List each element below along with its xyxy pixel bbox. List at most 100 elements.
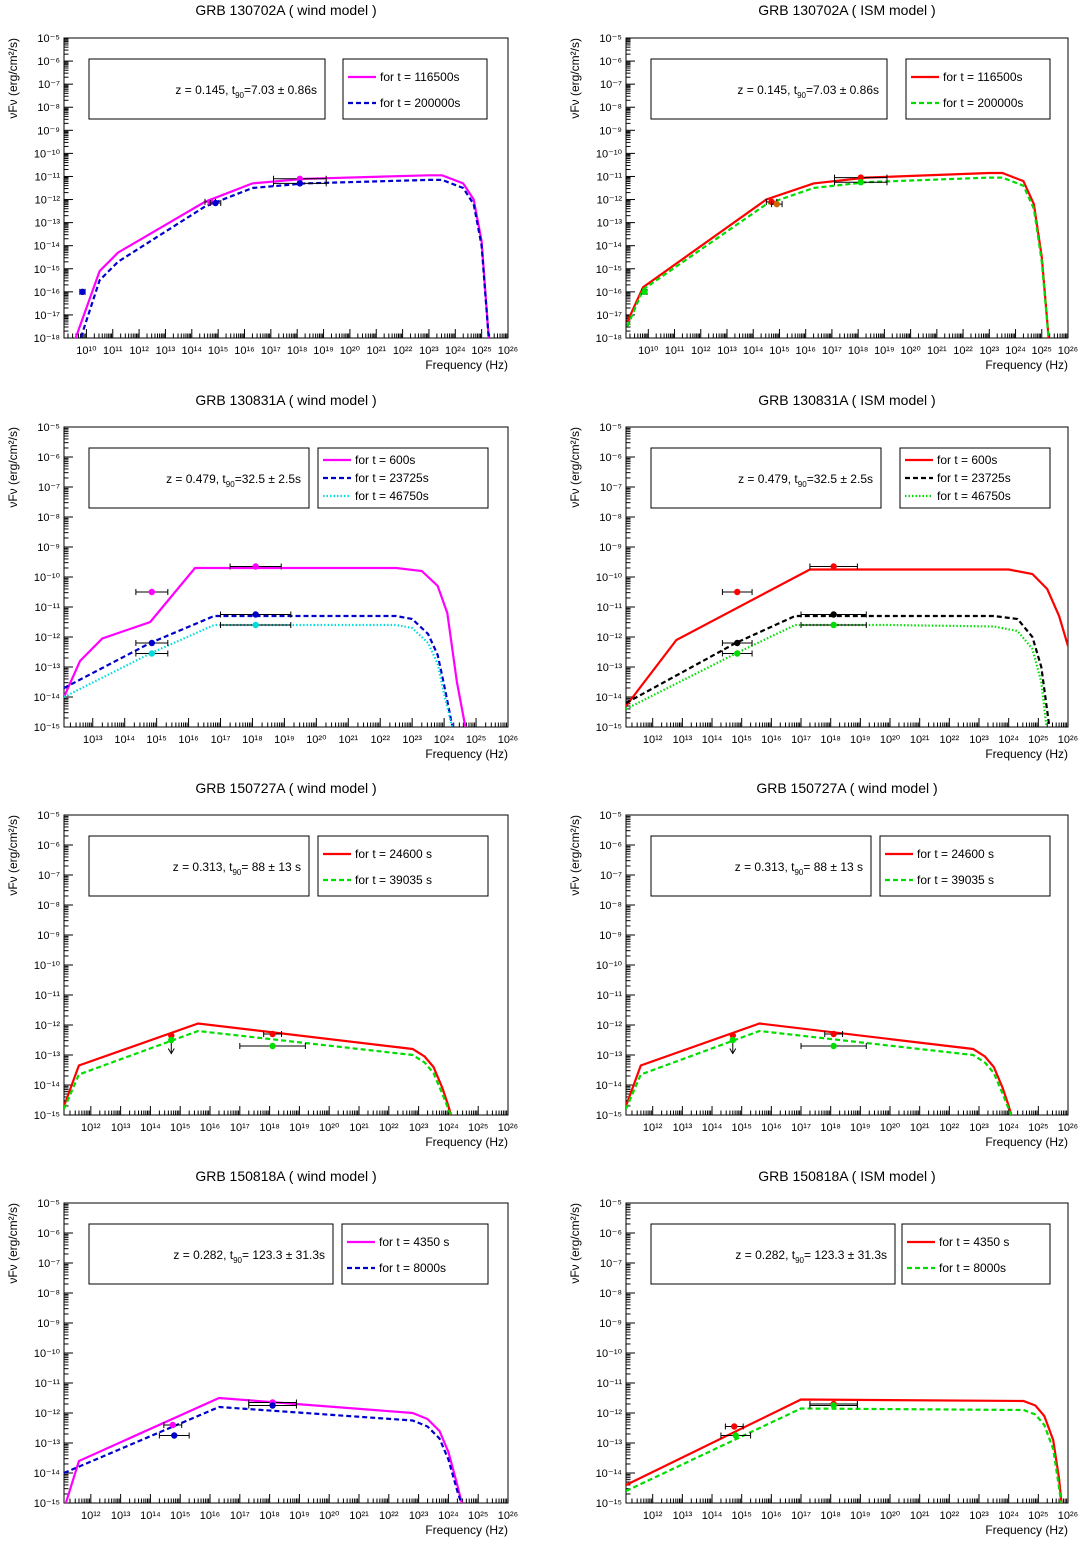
series-line-2: [64, 1405, 463, 1503]
legend-label: for t = 8000s: [939, 1261, 1006, 1275]
x-tick-label: 10¹⁸: [848, 345, 869, 357]
info-text: z = 0.282, t90= 123.3 ± 31.3s: [173, 1248, 325, 1265]
sed-panel-1: GRB 130702A ( wind model ) 10⁻¹⁸ 10⁻¹⁷ 10⁻¹…: [6, 2, 518, 372]
y-tick-label: 10⁻⁶: [599, 840, 622, 852]
legend-label: for t = 116500s: [380, 70, 460, 84]
x-tick-label: 10¹⁹: [850, 734, 871, 746]
y-tick-label: 10⁻¹¹: [597, 602, 623, 614]
y-tick-label: 10⁻¹⁴: [596, 692, 623, 704]
x-tick-label: 10²²: [379, 1510, 399, 1522]
x-tick-label: 10¹³: [673, 734, 693, 746]
x-tick-label: 10¹⁶: [200, 1510, 220, 1522]
y-tick-label: 10⁻¹⁰: [34, 572, 61, 584]
y-axis-label: νFν (erg/cm²/s): [6, 427, 20, 508]
x-tick-label: 10¹⁶: [761, 1122, 781, 1134]
y-tick-label: 10⁻¹⁵: [34, 1110, 60, 1122]
x-tick-label: 10²³: [969, 1510, 989, 1522]
x-tick-label: 10¹²: [81, 1122, 101, 1134]
x-tick-label: 10¹⁵: [731, 734, 751, 746]
series-line-1: [626, 1398, 1063, 1503]
x-tick-label: 10¹⁹: [850, 1510, 871, 1522]
series-line-1: [626, 171, 1050, 338]
x-tick-label: 10¹³: [673, 1122, 693, 1134]
legend-box: [317, 447, 489, 509]
y-tick-label: 10⁻⁶: [37, 56, 60, 68]
y-tick-label: 10⁻⁸: [599, 900, 622, 912]
x-tick-label: 10²⁰: [880, 734, 901, 746]
legend-label: for t = 600s: [937, 453, 997, 467]
x-tick-label: 10¹⁴: [181, 345, 202, 357]
legend-box: [342, 58, 488, 120]
x-tick-label: 10¹⁹: [289, 1122, 310, 1134]
data-point: [252, 611, 259, 618]
x-tick-label: 10¹⁴: [702, 1510, 723, 1522]
data-point: [171, 1432, 178, 1439]
x-tick-label: 10¹⁸: [287, 345, 308, 357]
y-tick-label: 10⁻¹⁴: [34, 241, 61, 253]
y-tick-label: 10⁻¹⁵: [34, 264, 60, 276]
x-tick-label: 10¹⁴: [140, 1510, 161, 1522]
upper-limit-arrowhead: [167, 1048, 175, 1055]
y-tick-label: 10⁻¹⁴: [596, 1080, 623, 1092]
y-tick-label: 10⁻¹⁷: [596, 310, 622, 322]
x-axis-label: Frequency (Hz): [985, 1135, 1068, 1149]
y-tick-label: 10⁻⁹: [37, 930, 60, 942]
x-tick-label: 10²⁴: [998, 734, 1019, 746]
y-tick-label: 10⁻¹²: [35, 1020, 61, 1032]
y-tick-label: 10⁻¹⁷: [34, 310, 60, 322]
sed-panel-5: GRB 150727A ( wind model ) 10⁻¹⁵ 10⁻¹⁴ 10⁻¹…: [6, 780, 518, 1149]
x-tick-label: 10¹³: [156, 345, 176, 357]
y-tick-label: 10⁻¹²: [35, 195, 61, 207]
x-tick-label: 10²¹: [349, 1122, 369, 1134]
panel-title: GRB 150818A ( wind model ): [195, 1168, 376, 1184]
x-tick-label: 10²⁵: [468, 1122, 488, 1134]
y-tick-label: 10⁻⁶: [37, 452, 60, 464]
x-tick-label: 10¹⁸: [820, 1122, 841, 1134]
x-tick-label: 10²⁴: [438, 1122, 459, 1134]
sed-panel-7: GRB 150818A ( wind model ) 10⁻¹⁵ 10⁻¹⁴ 10⁻¹…: [6, 1168, 518, 1537]
y-tick-label: 10⁻⁸: [37, 900, 60, 912]
y-tick-label: 10⁻⁸: [37, 1288, 60, 1300]
x-tick-label: 10¹⁰: [638, 345, 659, 357]
y-tick-label: 10⁻⁶: [37, 1228, 60, 1240]
x-tick-label: 10¹⁸: [259, 1122, 280, 1134]
x-tick-label: 10²⁵: [1028, 1510, 1048, 1522]
y-tick-label: 10⁻⁶: [599, 452, 622, 464]
y-tick-label: 10⁻¹⁴: [34, 1080, 61, 1092]
x-tick-label: 10²⁰: [880, 1510, 901, 1522]
y-tick-label: 10⁻¹⁰: [596, 1348, 623, 1360]
y-tick-label: 10⁻⁹: [599, 930, 622, 942]
series-line-1: [64, 1396, 463, 1503]
x-tick-label: 10¹⁸: [242, 734, 263, 746]
y-tick-label: 10⁻⁶: [599, 1228, 622, 1240]
x-tick-label: 10¹⁵: [170, 1122, 190, 1134]
x-tick-label: 10²¹: [339, 734, 359, 746]
legend-label: for t = 24600 s: [355, 847, 432, 861]
x-tick-label: 10¹⁶: [795, 345, 815, 357]
series-line-2: [64, 1029, 452, 1115]
info-box: [650, 835, 872, 897]
y-tick-label: 10⁻¹¹: [35, 171, 61, 183]
series-line-1: [74, 174, 490, 338]
data-point: [148, 639, 156, 647]
y-tick-label: 10⁻¹⁰: [34, 148, 61, 160]
series-line-3: [64, 623, 454, 727]
y-tick-label: 10⁻¹⁰: [34, 1348, 61, 1360]
y-tick-label: 10⁻¹⁴: [34, 1468, 61, 1480]
legend-label: for t = 200000s: [943, 96, 1023, 110]
data-point: [773, 200, 781, 208]
y-tick-label: 10⁻¹³: [35, 1050, 61, 1062]
info-box: [88, 447, 310, 509]
x-axis-label: Frequency (Hz): [985, 358, 1068, 372]
panel-title: GRB 130702A ( ISM model ): [758, 2, 935, 18]
data-point: [269, 1402, 276, 1409]
data-point: [830, 1030, 837, 1038]
y-tick-label: 10⁻¹⁴: [596, 241, 623, 253]
x-tick-label: 10²⁵: [471, 345, 491, 357]
legend-label: for t = 46750s: [355, 489, 429, 503]
x-tick-label: 10²⁰: [319, 1510, 340, 1522]
x-tick-label: 10²⁶: [1058, 345, 1078, 357]
y-tick-label: 10⁻¹³: [597, 662, 623, 674]
plot-frame: [625, 37, 1069, 339]
y-axis-label: νFν (erg/cm²/s): [568, 815, 582, 896]
